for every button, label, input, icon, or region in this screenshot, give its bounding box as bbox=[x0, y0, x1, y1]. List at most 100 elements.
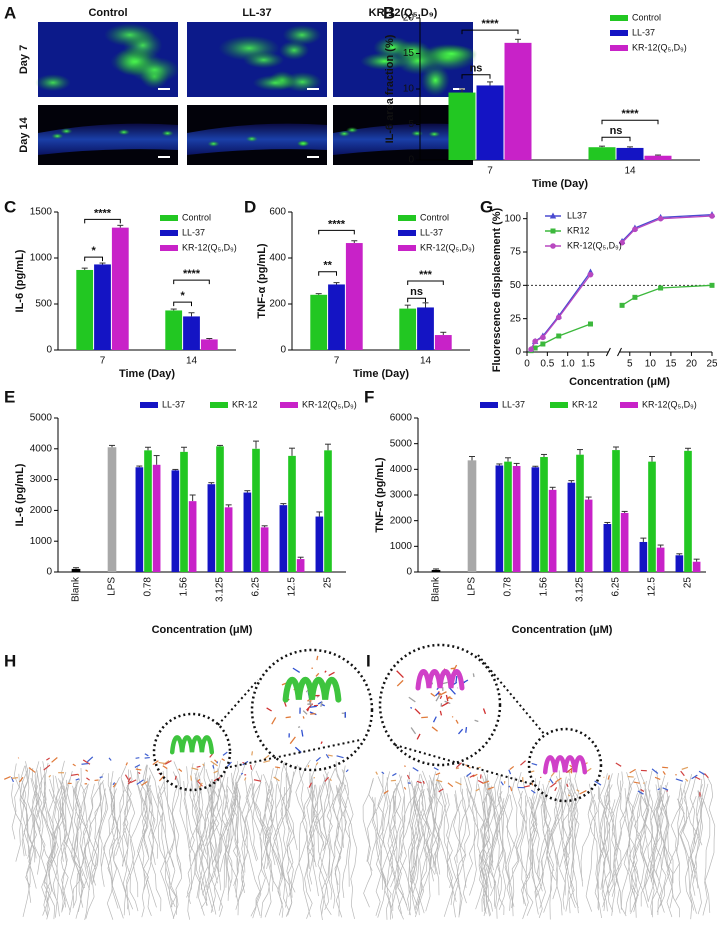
helix bbox=[169, 735, 215, 755]
legend-swatch bbox=[550, 402, 568, 408]
side-chain bbox=[308, 700, 313, 706]
bar bbox=[684, 450, 692, 572]
bar bbox=[107, 447, 117, 572]
green-signal bbox=[51, 133, 64, 140]
lipid-tail bbox=[336, 786, 358, 919]
legend-swatch bbox=[398, 245, 416, 251]
lipid-head bbox=[615, 762, 622, 767]
lipid-tail bbox=[306, 786, 317, 868]
lipid-tail bbox=[530, 780, 542, 881]
lipid-head bbox=[392, 772, 397, 777]
lipid-head bbox=[158, 761, 165, 765]
lipid-tail bbox=[481, 785, 492, 917]
lipid-head bbox=[336, 755, 344, 759]
column-header: KR-12(Q₅,D₉) bbox=[369, 7, 438, 19]
lipid-tail bbox=[481, 776, 493, 878]
legend-label: Control bbox=[420, 212, 449, 222]
lipid-head bbox=[531, 782, 534, 786]
x-tick-label: 20 bbox=[686, 359, 698, 370]
lipid-head bbox=[197, 780, 203, 787]
lipid-tail bbox=[650, 787, 667, 913]
lipid-tail bbox=[506, 777, 518, 911]
lipid-head bbox=[549, 778, 554, 784]
lipid-tail bbox=[372, 794, 396, 911]
side-chain bbox=[316, 655, 319, 661]
lipid-head bbox=[466, 772, 472, 777]
x-tick-label: 3.125 bbox=[215, 577, 226, 602]
lipid-tail bbox=[682, 790, 699, 889]
lipid-tail bbox=[59, 760, 66, 841]
green-signal bbox=[297, 140, 310, 147]
zoom-line bbox=[394, 744, 536, 786]
lipid-tail bbox=[60, 789, 75, 908]
bar bbox=[328, 284, 345, 350]
lipid-tail bbox=[497, 775, 509, 916]
lipid-tail bbox=[234, 782, 262, 917]
lipid-tail bbox=[580, 799, 598, 887]
lipid-head bbox=[520, 760, 526, 766]
lipid-tail bbox=[42, 762, 53, 836]
data-point bbox=[532, 345, 538, 351]
lipid-tail bbox=[86, 789, 107, 869]
significance-label: **** bbox=[481, 18, 499, 30]
legend-label: KR-12 bbox=[572, 399, 598, 409]
legend-swatch bbox=[140, 402, 158, 408]
side-chain bbox=[306, 707, 310, 712]
lipid-head bbox=[554, 787, 558, 792]
lipid-tail bbox=[541, 792, 552, 913]
lipid-head bbox=[141, 781, 148, 786]
side-chain bbox=[292, 667, 301, 674]
lipid-head bbox=[253, 779, 262, 782]
panel-label: H bbox=[4, 651, 16, 670]
green-signal bbox=[207, 140, 220, 147]
legend-label: LL-37 bbox=[162, 399, 185, 409]
side-chain bbox=[432, 716, 437, 723]
green-signal bbox=[35, 74, 71, 92]
x-tick-label: 6.25 bbox=[611, 577, 622, 597]
lipid-tail bbox=[334, 765, 346, 885]
green-signal bbox=[428, 131, 441, 138]
lipid-head bbox=[662, 766, 669, 769]
green-signal bbox=[60, 128, 73, 135]
lipid-head bbox=[202, 763, 205, 767]
x-tick-label: 5 bbox=[627, 359, 633, 370]
bar bbox=[111, 227, 129, 350]
helix bbox=[542, 755, 588, 775]
lipid-head bbox=[242, 761, 245, 764]
lipid-tail bbox=[554, 770, 570, 896]
lipid-tail bbox=[15, 761, 28, 862]
lipid-head bbox=[651, 768, 659, 774]
legend-label: KR12 bbox=[567, 225, 590, 235]
series-line bbox=[621, 284, 713, 306]
lipid-head bbox=[566, 783, 569, 788]
lipid-tail bbox=[663, 785, 674, 884]
legend-swatch bbox=[620, 402, 638, 408]
side-chain bbox=[448, 686, 456, 695]
lipid-tail bbox=[187, 772, 206, 904]
lipid-head bbox=[263, 760, 271, 763]
significance-bracket bbox=[173, 301, 192, 307]
significance-bracket bbox=[173, 279, 210, 285]
lipid-tail bbox=[245, 783, 257, 862]
significance-label: **** bbox=[328, 218, 346, 230]
significance-bracket bbox=[318, 229, 355, 235]
data-point bbox=[528, 346, 534, 353]
y-tick-label: 20 bbox=[403, 13, 415, 24]
x-axis-label: Concentration (μM) bbox=[152, 624, 253, 636]
lipid-head bbox=[455, 781, 462, 786]
lipid-tail bbox=[477, 783, 487, 911]
lipid-tail bbox=[604, 774, 614, 912]
zoom-line bbox=[217, 679, 259, 726]
lipid-tail bbox=[137, 771, 150, 918]
legend-swatch bbox=[610, 45, 628, 51]
legend-marker bbox=[550, 228, 556, 234]
lipid-head bbox=[273, 776, 280, 782]
lipid-head bbox=[213, 770, 219, 774]
x-tick-label: Blank bbox=[431, 576, 442, 602]
significance-bracket bbox=[461, 29, 519, 35]
lipid-head bbox=[112, 782, 116, 786]
x-tick-label: 7 bbox=[334, 356, 340, 367]
lipid-tail bbox=[443, 793, 463, 916]
lipid-tail bbox=[98, 788, 106, 887]
lipid-tail bbox=[659, 797, 671, 907]
